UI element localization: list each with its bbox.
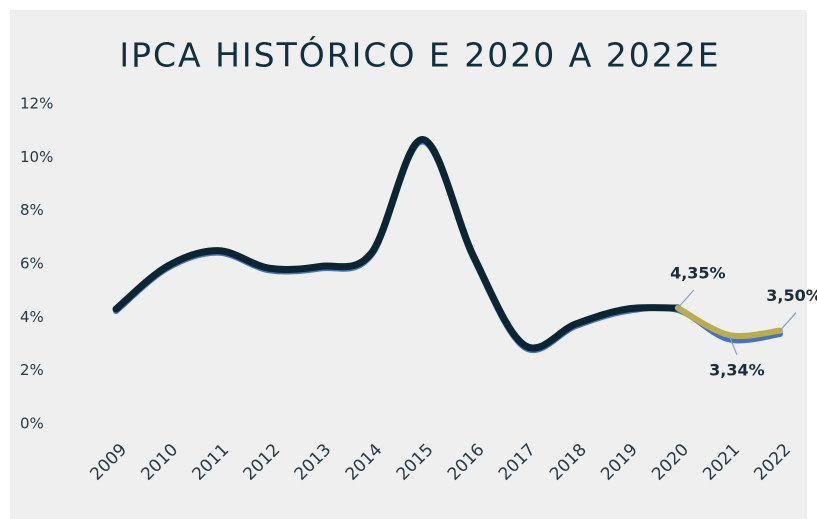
y-tick-label: 10% (20, 148, 53, 166)
leader-line (728, 334, 738, 356)
y-tick-label: 2% (20, 361, 44, 379)
chart-title: IPCA HISTÓRICO E 2020 A 2022E (119, 35, 720, 75)
y-tick-label: 12% (20, 95, 53, 113)
chart-background (10, 10, 807, 519)
y-tick-label: 0% (20, 415, 44, 433)
y-tick-label: 4% (20, 308, 44, 326)
data-label: 3,34% (709, 360, 765, 379)
line-series (674, 305, 783, 339)
y-tick-label: 8% (20, 201, 44, 219)
line-series (112, 135, 682, 352)
leader-line (677, 289, 695, 309)
data-label: 3,50% (766, 286, 817, 305)
y-tick-label: 6% (20, 255, 44, 273)
leader-line (779, 312, 797, 332)
data-label: 4,35% (670, 264, 726, 283)
